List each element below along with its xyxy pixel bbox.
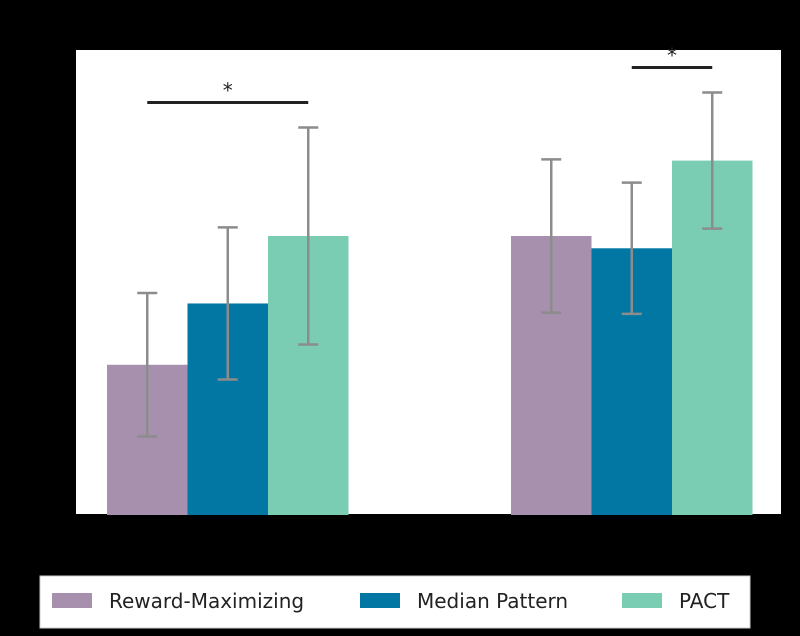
error-bar: [298, 126, 319, 346]
error-bar: [137, 291, 158, 438]
legend-label: Reward-Maximizing: [109, 589, 304, 613]
error-bars: [137, 91, 723, 438]
significance-markers: **: [147, 44, 713, 104]
error-bar: [541, 158, 562, 314]
significance-label: *: [667, 44, 677, 68]
legend-swatch: [622, 593, 662, 608]
legend-swatch: [52, 593, 92, 608]
legend: Reward-Maximizing Median Pattern PACT: [39, 575, 751, 629]
error-bar: [621, 181, 642, 316]
axis-ticks: [67, 84, 633, 523]
error-bar: [702, 91, 723, 230]
legend-swatch: [360, 593, 400, 608]
legend-label: PACT: [679, 589, 730, 613]
legend-entry: Reward-Maximizing: [52, 589, 304, 613]
legend-label: Median Pattern: [417, 589, 568, 613]
error-bar: [217, 226, 238, 381]
significance-bracket: *: [631, 44, 713, 70]
legend-entry: Median Pattern: [360, 589, 568, 613]
significance-label: *: [223, 78, 233, 102]
legend-entry: PACT: [622, 589, 730, 613]
significance-bracket: *: [147, 78, 309, 104]
